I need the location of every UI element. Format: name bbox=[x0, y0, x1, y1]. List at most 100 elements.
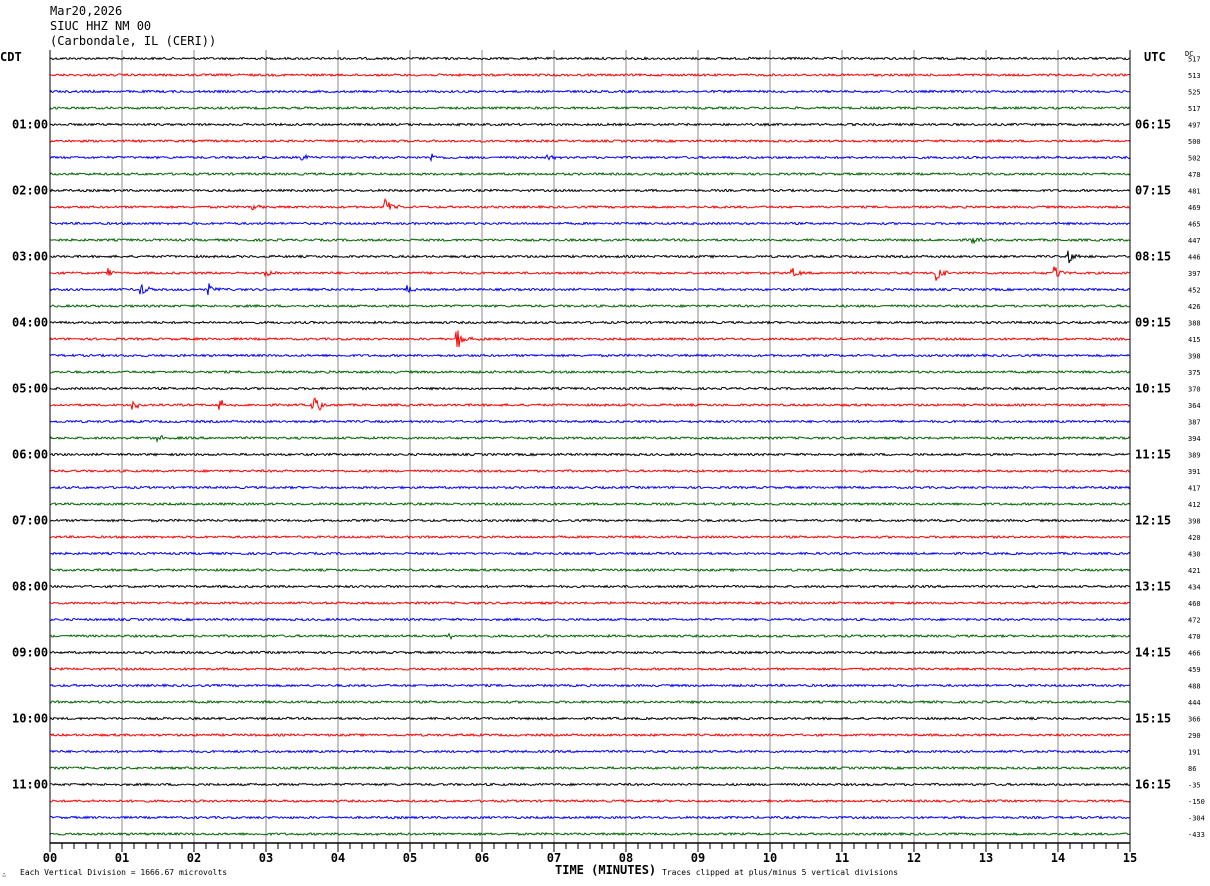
dc-offset-label: 470 bbox=[1188, 633, 1201, 641]
dc-offset-label: 420 bbox=[1188, 534, 1201, 542]
trace-line bbox=[49, 188, 1131, 193]
trace-line bbox=[49, 353, 1131, 358]
dc-offset-label: 488 bbox=[1188, 683, 1201, 691]
dc-offset-label: 444 bbox=[1188, 699, 1201, 707]
x-tick-label: 11 bbox=[835, 851, 849, 865]
trace-line bbox=[49, 468, 1131, 474]
x-tick-label: 05 bbox=[403, 851, 417, 865]
dc-offset-label: 191 bbox=[1188, 749, 1201, 757]
trace-line bbox=[49, 105, 1131, 111]
trace-line bbox=[49, 419, 1131, 424]
clip-note: Traces clipped at plus/minus 5 vertical … bbox=[662, 868, 898, 877]
x-tick-label: 03 bbox=[259, 851, 273, 865]
dc-offset-label: 417 bbox=[1188, 485, 1201, 493]
dc-offset-label: 502 bbox=[1188, 155, 1201, 163]
left-hour-label: 11:00 bbox=[12, 778, 48, 792]
trace-line bbox=[49, 716, 1131, 721]
dc-offset-label: 387 bbox=[1188, 419, 1201, 427]
left-hour-label: 08:00 bbox=[12, 580, 48, 594]
right-hour-label: 06:15 bbox=[1135, 118, 1171, 132]
left-hour-label: 03:00 bbox=[12, 250, 48, 264]
dc-offset-label: 466 bbox=[1188, 650, 1201, 658]
trace-line bbox=[49, 534, 1131, 540]
trace-line bbox=[49, 650, 1131, 655]
dc-offset-label: 394 bbox=[1188, 435, 1201, 443]
dc-offset-label: 86 bbox=[1188, 765, 1196, 773]
trace-line bbox=[49, 567, 1131, 573]
trace-line bbox=[49, 683, 1131, 688]
trace-line bbox=[49, 501, 1131, 507]
trace-line bbox=[49, 330, 1131, 348]
right-hour-label: 13:15 bbox=[1135, 580, 1171, 594]
dc-offset-label: 469 bbox=[1188, 204, 1201, 212]
trace-line bbox=[49, 798, 1131, 804]
left-hour-label: 01:00 bbox=[12, 118, 48, 132]
trace-line bbox=[49, 72, 1131, 78]
dc-offset-label: 366 bbox=[1188, 716, 1201, 724]
trace-line bbox=[49, 699, 1131, 705]
trace-line bbox=[49, 600, 1131, 606]
dc-offset-label: 426 bbox=[1188, 303, 1201, 311]
x-tick-label: 04 bbox=[331, 851, 345, 865]
trace-line bbox=[49, 56, 1131, 61]
trace-line bbox=[49, 435, 1131, 444]
left-hour-label: 04:00 bbox=[12, 316, 48, 330]
dc-offset-label: 497 bbox=[1188, 122, 1201, 130]
trace-line bbox=[49, 89, 1130, 94]
right-hour-label: 07:15 bbox=[1135, 184, 1171, 198]
dc-offset-label: 375 bbox=[1188, 369, 1201, 377]
left-hour-label: 05:00 bbox=[12, 382, 48, 396]
x-tick-label: 01 bbox=[115, 851, 129, 865]
dc-offset-label: 290 bbox=[1188, 732, 1201, 740]
dc-offset-label: 478 bbox=[1188, 171, 1201, 179]
trace-line bbox=[49, 485, 1131, 490]
trace-line bbox=[49, 237, 1131, 245]
dc-offset-label: 434 bbox=[1188, 584, 1201, 592]
dc-offset-label: 412 bbox=[1188, 501, 1201, 509]
trace-line bbox=[50, 250, 1131, 264]
trace-line bbox=[49, 198, 1131, 211]
right-timezone-label: UTC bbox=[1144, 50, 1166, 64]
dc-offset-label: 398 bbox=[1188, 518, 1201, 526]
trace-line bbox=[49, 749, 1131, 754]
trace-line bbox=[49, 283, 1131, 296]
trace-line bbox=[49, 221, 1131, 226]
x-axis-label: TIME (MINUTES) bbox=[555, 863, 656, 877]
right-hour-label: 14:15 bbox=[1135, 646, 1171, 660]
x-tick-label: 09 bbox=[691, 851, 705, 865]
dc-offset-label: 525 bbox=[1188, 89, 1201, 97]
right-hour-label: 09:15 bbox=[1135, 316, 1171, 330]
left-timezone-label: CDT bbox=[0, 50, 22, 64]
dc-offset-label: 447 bbox=[1188, 237, 1201, 245]
left-hour-label: 06:00 bbox=[12, 448, 48, 462]
trace-line bbox=[50, 732, 1131, 738]
trace-line bbox=[49, 584, 1131, 589]
trace-line bbox=[49, 320, 1130, 325]
right-hour-label: 12:15 bbox=[1135, 514, 1171, 528]
left-hour-label: 09:00 bbox=[12, 646, 48, 660]
trace-line bbox=[50, 617, 1131, 622]
dc-offset-label: -150 bbox=[1188, 798, 1205, 806]
trace-line bbox=[49, 666, 1130, 672]
dc-offset-label: -433 bbox=[1188, 831, 1205, 839]
trace-line bbox=[49, 518, 1131, 523]
right-hour-label: 08:15 bbox=[1135, 250, 1171, 264]
x-tick-label: 14 bbox=[1051, 851, 1065, 865]
trace-line bbox=[49, 153, 1131, 163]
dc-offset-label: 370 bbox=[1188, 386, 1201, 394]
dc-offset-label: 500 bbox=[1188, 138, 1201, 146]
right-hour-label: 11:15 bbox=[1135, 448, 1171, 462]
dc-offset-label: 446 bbox=[1188, 254, 1201, 262]
right-hour-label: 10:15 bbox=[1135, 382, 1171, 396]
dc-offset-label: 459 bbox=[1188, 666, 1201, 674]
scale-note: Each Vertical Division = 1666.67 microvo… bbox=[20, 868, 227, 877]
dc-offset-label: 397 bbox=[1188, 270, 1201, 278]
dc-offset-label: 415 bbox=[1188, 336, 1201, 344]
right-hour-label: 16:15 bbox=[1135, 778, 1171, 792]
trace-line bbox=[49, 369, 1131, 375]
left-hour-label: 07:00 bbox=[12, 514, 48, 528]
x-tick-label: 13 bbox=[979, 851, 993, 865]
trace-line bbox=[49, 303, 1131, 309]
header-station: SIUC HHZ NM 00 bbox=[50, 19, 152, 33]
dc-offset-label: 398 bbox=[1188, 353, 1201, 361]
